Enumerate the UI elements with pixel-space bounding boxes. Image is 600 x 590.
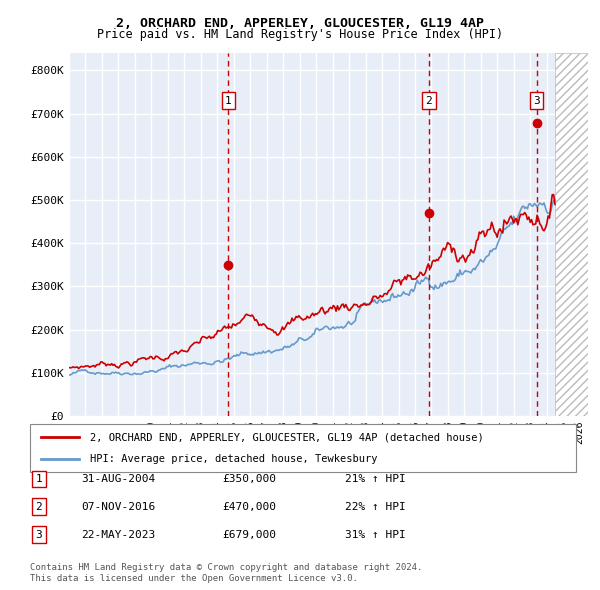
Text: Price paid vs. HM Land Registry's House Price Index (HPI): Price paid vs. HM Land Registry's House … xyxy=(97,28,503,41)
Text: 2: 2 xyxy=(35,502,43,512)
FancyBboxPatch shape xyxy=(30,424,576,472)
Text: 31-AUG-2004: 31-AUG-2004 xyxy=(81,474,155,484)
Text: 07-NOV-2016: 07-NOV-2016 xyxy=(81,502,155,512)
Text: This data is licensed under the Open Government Licence v3.0.: This data is licensed under the Open Gov… xyxy=(30,574,358,583)
Text: 2: 2 xyxy=(425,96,433,106)
Text: 31% ↑ HPI: 31% ↑ HPI xyxy=(345,530,406,539)
Text: 3: 3 xyxy=(35,530,43,539)
Text: 22% ↑ HPI: 22% ↑ HPI xyxy=(345,502,406,512)
Text: £470,000: £470,000 xyxy=(222,502,276,512)
Text: £350,000: £350,000 xyxy=(222,474,276,484)
Text: 22-MAY-2023: 22-MAY-2023 xyxy=(81,530,155,539)
Text: 21% ↑ HPI: 21% ↑ HPI xyxy=(345,474,406,484)
Text: 2, ORCHARD END, APPERLEY, GLOUCESTER, GL19 4AP: 2, ORCHARD END, APPERLEY, GLOUCESTER, GL… xyxy=(116,17,484,30)
Text: 2, ORCHARD END, APPERLEY, GLOUCESTER, GL19 4AP (detached house): 2, ORCHARD END, APPERLEY, GLOUCESTER, GL… xyxy=(90,432,484,442)
Text: Contains HM Land Registry data © Crown copyright and database right 2024.: Contains HM Land Registry data © Crown c… xyxy=(30,563,422,572)
Text: 1: 1 xyxy=(35,474,43,484)
Text: HPI: Average price, detached house, Tewkesbury: HPI: Average price, detached house, Tewk… xyxy=(90,454,377,464)
Text: £679,000: £679,000 xyxy=(222,530,276,539)
Text: 1: 1 xyxy=(225,96,232,106)
Bar xyxy=(555,53,588,416)
Text: 3: 3 xyxy=(533,96,540,106)
